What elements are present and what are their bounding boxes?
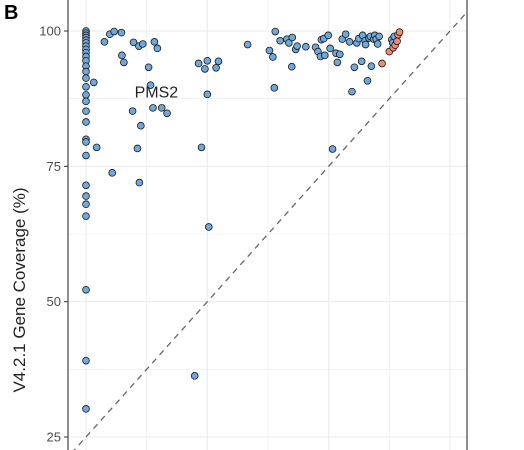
- data-point-blue: [110, 27, 118, 36]
- data-point-blue: [320, 51, 329, 60]
- data-point-blue: [82, 107, 90, 115]
- data-point-orange: [395, 28, 404, 36]
- data-point-blue: [341, 30, 350, 39]
- data-point-blue: [82, 118, 90, 126]
- data-point-blue: [270, 84, 279, 92]
- data-point-blue: [82, 97, 90, 106]
- data-point-blue: [243, 40, 252, 49]
- data-point-blue: [133, 144, 142, 153]
- data-point-blue: [194, 59, 203, 68]
- data-point-blue: [82, 181, 90, 190]
- data-point-blue: [129, 38, 138, 47]
- data-point-blue: [157, 104, 166, 112]
- data-point-blue: [138, 40, 147, 48]
- data-point-blue: [82, 285, 90, 294]
- data-point-blue: [293, 42, 301, 50]
- data-point-blue: [203, 56, 212, 65]
- data-point-orange: [378, 59, 386, 68]
- data-point-blue: [324, 31, 332, 40]
- data-point-blue: [350, 63, 359, 72]
- data-point-blue: [149, 104, 157, 112]
- data-point-blue: [345, 38, 354, 46]
- panel-label: B: [4, 2, 19, 24]
- data-point-blue: [333, 58, 342, 67]
- data-point-blue: [82, 151, 90, 160]
- data-point-blue: [153, 44, 162, 53]
- data-point-blue: [203, 90, 212, 99]
- data-point-blue: [118, 51, 126, 60]
- grid-lines: [68, 0, 467, 450]
- data-point-blue: [363, 77, 372, 85]
- data-point-blue: [117, 28, 126, 37]
- data-point-blue: [82, 82, 90, 91]
- data-point-blue: [163, 109, 171, 118]
- y-tick-label: 100: [39, 24, 61, 39]
- data-point-blue: [212, 64, 220, 72]
- reference-line: [73, 12, 467, 450]
- data-point-blue: [276, 36, 284, 45]
- data-point-blue: [287, 62, 296, 71]
- data-point-blue: [137, 121, 145, 130]
- data-point-blue: [82, 91, 90, 99]
- axes: 25 50 75 100: [39, 0, 468, 450]
- data-point-blue: [146, 81, 155, 89]
- data-point-blue: [367, 62, 376, 70]
- data-point-blue: [144, 63, 153, 72]
- data-point-blue: [271, 27, 280, 36]
- data-point-blue: [82, 200, 90, 209]
- data-point-blue: [82, 138, 90, 146]
- data-point-blue: [328, 145, 337, 153]
- data-point-blue: [150, 38, 159, 46]
- data-point-blue: [214, 57, 223, 66]
- data-point-blue: [326, 44, 334, 53]
- data-point-blue: [373, 40, 382, 48]
- data-point-blue: [82, 192, 90, 200]
- data-point-blue: [92, 143, 101, 152]
- data-point-blue: [361, 40, 370, 49]
- data-point-blue: [357, 57, 366, 66]
- data-point-blue: [269, 53, 277, 61]
- identity-reference-line: [73, 12, 467, 450]
- data-point-blue: [120, 58, 128, 67]
- data-point-blue: [82, 74, 90, 82]
- data-points: [82, 27, 404, 413]
- data-point-orange: [393, 37, 401, 46]
- data-point-blue: [82, 212, 90, 220]
- data-point-blue: [336, 50, 344, 59]
- data-point-blue: [375, 32, 383, 41]
- data-point-blue: [82, 356, 90, 365]
- data-point-blue: [302, 42, 310, 51]
- data-point-blue: [190, 372, 199, 380]
- data-point-blue: [197, 143, 206, 152]
- data-point-blue: [89, 78, 98, 87]
- data-point-blue: [348, 87, 356, 96]
- data-point-blue: [82, 67, 90, 76]
- data-point-blue: [135, 178, 144, 187]
- data-point-blue: [108, 169, 117, 177]
- y-axis-label: V4.2.1 Gene Coverage (%): [10, 187, 29, 393]
- annotations: PMS2: [135, 85, 179, 102]
- annotation-label: PMS2: [135, 85, 179, 102]
- data-point-blue: [100, 38, 109, 46]
- y-tick-label: 75: [47, 159, 61, 174]
- data-point-blue: [204, 223, 213, 231]
- data-point-blue: [128, 107, 137, 115]
- data-point-blue: [201, 65, 209, 73]
- data-point-blue: [285, 39, 293, 47]
- y-tick-label: 50: [47, 294, 61, 309]
- data-point-blue: [82, 405, 90, 413]
- data-point-blue: [288, 33, 297, 42]
- y-tick-label: 25: [47, 430, 61, 445]
- data-point-blue: [265, 46, 274, 55]
